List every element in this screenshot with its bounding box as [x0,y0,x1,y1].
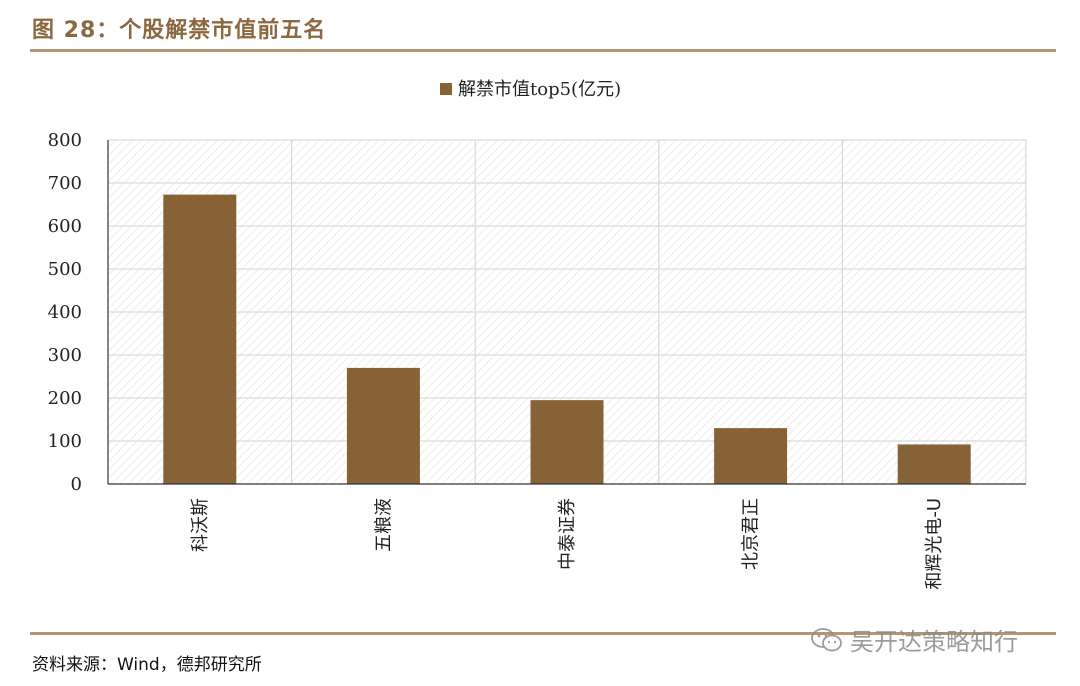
bar [163,194,237,485]
x-tick-label: 中泰证券 [557,498,578,570]
bars [163,194,971,485]
bar [897,444,971,484]
y-tick-label: 700 [48,173,82,194]
y-axis: 0 100 200 300 400 500 600 700 800 [48,130,109,495]
watermark: 吴开达策略知行 [810,622,1018,657]
x-tick-label: 科沃斯 [190,498,211,552]
y-tick-label: 600 [48,216,82,237]
bar [714,428,788,484]
bottom-rule [30,632,1056,635]
wechat-icon [811,627,842,651]
source-note: 资料来源：Wind，德邦研究所 [32,655,262,675]
legend-swatch [440,83,452,95]
y-tick-label: 0 [71,474,82,495]
top-rule [30,49,1056,52]
y-tick-label: 500 [48,259,82,280]
y-tick-label: 100 [48,431,82,452]
legend-label: 解禁市值top5(亿元) [458,79,621,100]
y-tick-label: 200 [48,388,82,409]
x-tick-label: 和辉光电-U [924,498,945,590]
x-tick-label: 五粮液 [373,498,394,552]
x-axis: 科沃斯 五粮液 中泰证券 北京君正 和辉光电-U [108,483,1026,590]
bar-chart: 解禁市值top5(亿元) 0 100 200 300 400 500 600 700 800 科… [48,79,1027,590]
watermark-text: 吴开达策略知行 [850,628,1018,656]
y-tick-label: 300 [48,345,82,366]
chart-legend: 解禁市值top5(亿元) [440,79,621,100]
y-tick-label: 800 [48,130,82,151]
x-tick-label: 北京君正 [741,498,762,570]
bar [530,400,604,484]
figure-title: 图 28：个股解禁市值前五名 [32,18,327,43]
y-tick-label: 400 [48,302,82,323]
gridlines [108,139,1027,484]
bar [346,367,420,484]
